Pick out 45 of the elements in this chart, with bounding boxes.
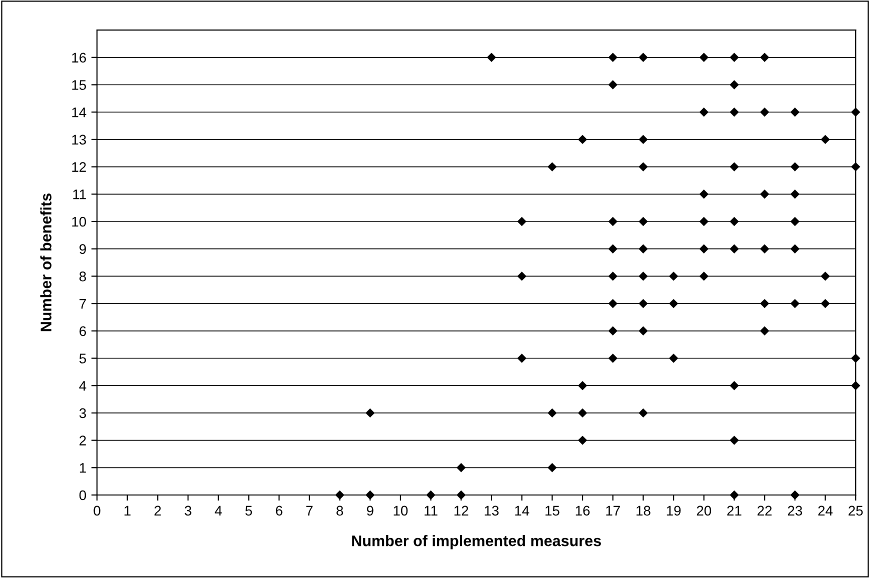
y-tick-label: 1 [80,463,86,473]
x-tick-label: 6 [276,506,282,516]
x-tick-label: 3 [184,506,192,516]
x-tick-label: 8 [336,506,344,516]
x-tick-label: 0 [94,506,100,516]
x-tick-label: 12 [454,506,468,516]
x-tick-label: 17 [606,506,620,516]
y-tick-label: 11 [73,190,86,200]
y-tick-label: 12 [72,162,86,172]
y-axis-title: Number of benefits [40,194,52,332]
x-tick-label: 2 [154,506,161,516]
y-tick-label: 2 [80,436,86,446]
y-tick-label: 4 [79,381,86,391]
x-tick-label: 25 [848,506,863,516]
y-tick-label: 14 [72,108,86,118]
x-tick-label: 1 [124,506,131,516]
y-tick-label: 15 [72,80,86,90]
x-tick-label: 14 [515,506,530,516]
y-tick-label: 7 [80,299,86,309]
y-tick-label: 16 [72,52,86,63]
x-tick-label: 10 [394,506,408,516]
x-tick-label: 4 [214,506,222,516]
x-tick-label: 16 [576,506,590,516]
x-tick-label: 20 [696,506,712,516]
x-tick-label: 22 [758,506,772,516]
y-tick-label: 3 [79,408,86,418]
x-tick-label: 18 [636,506,650,516]
x-tick-label: 21 [727,506,742,516]
x-tick-label: 7 [306,506,313,516]
x-tick-label: 5 [245,506,252,516]
x-tick-label: 23 [788,506,802,516]
x-tick-label: 15 [546,506,560,516]
x-tick-label: 19 [666,506,681,516]
y-tick-label: 0 [79,490,86,500]
x-tick-label: 9 [366,506,374,516]
x-axis-title: Number of implemented measures [352,535,601,550]
x-tick-label: 11 [424,506,438,516]
y-tick-label: 8 [79,272,86,282]
y-tick-label: 6 [80,326,86,336]
x-tick-label: 13 [484,506,499,516]
y-tick-label: 9 [80,244,86,254]
x-tick-label: 24 [818,506,833,516]
y-tick-label: 5 [79,354,86,364]
y-tick-label: 10 [72,216,86,227]
y-tick-label: 13 [72,134,86,145]
